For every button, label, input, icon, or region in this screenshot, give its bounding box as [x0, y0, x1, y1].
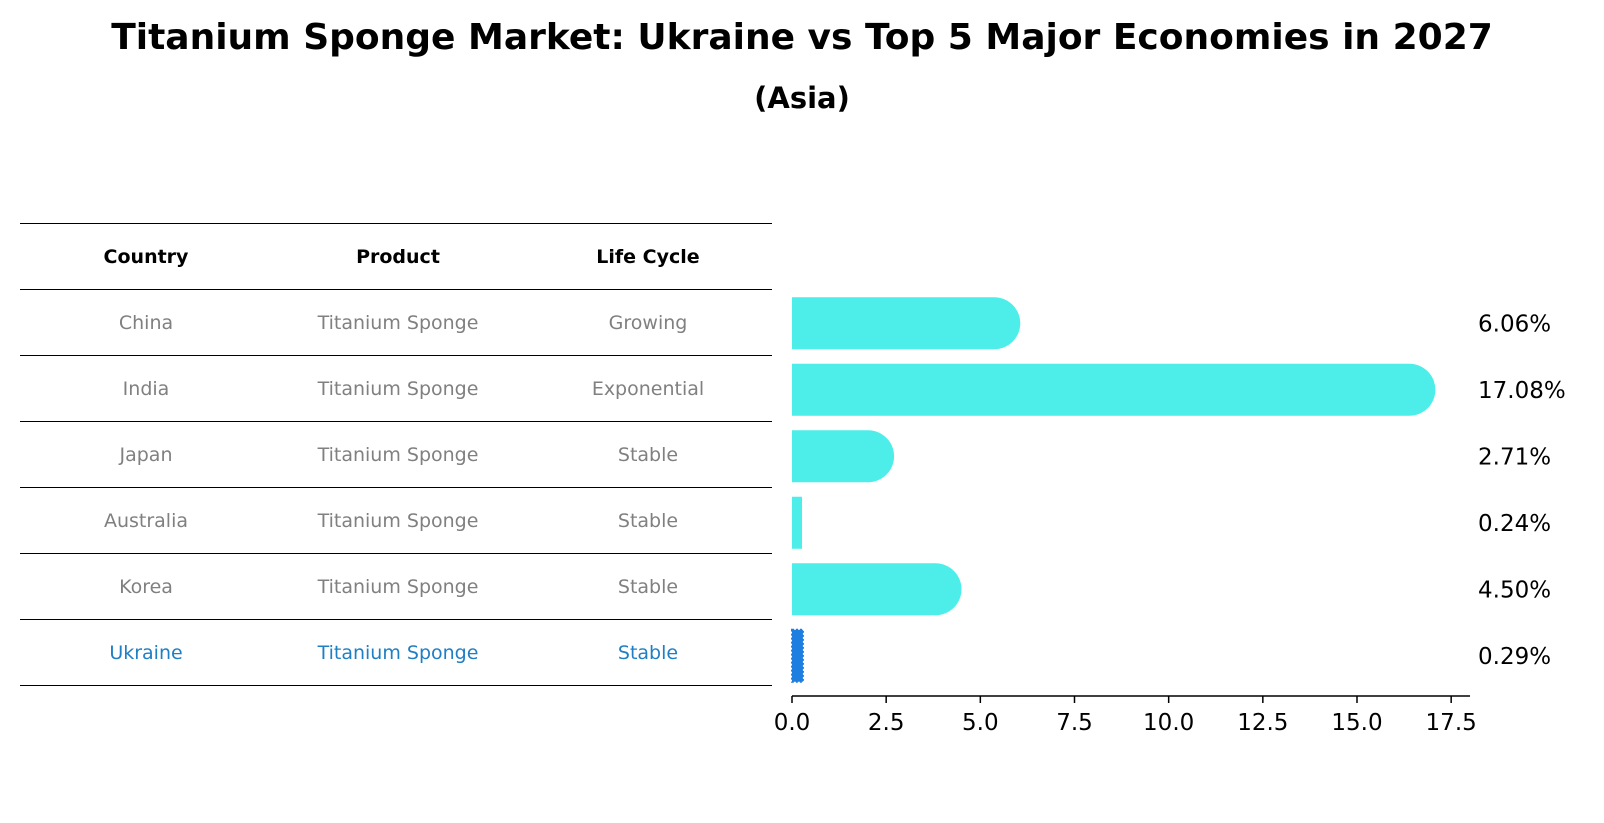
x-tick-label: 2.5 [868, 710, 905, 736]
product-cell: Titanium Sponge [317, 509, 479, 532]
market-table: Country Product Life Cycle China Titaniu… [20, 223, 772, 686]
product-cell: Titanium Sponge [317, 575, 479, 598]
table-row: Japan Titanium Sponge Stable [20, 421, 772, 487]
country-cell: India [122, 377, 170, 400]
table-row: India Titanium Sponge Exponential [20, 355, 772, 421]
chart-subtitle: (Asia) [754, 81, 850, 115]
country-cell: Ukraine [109, 641, 183, 664]
life-cycle-cell: Stable [617, 641, 679, 664]
x-tick-label: 7.5 [1056, 710, 1093, 736]
value-label-china: 6.06% [1478, 311, 1551, 337]
table-row-highlighted: Ukraine Titanium Sponge Stable [20, 619, 772, 686]
life-cycle-cell: Stable [617, 509, 679, 532]
x-tick-label: 5.0 [962, 710, 999, 736]
value-label-japan: 2.71% [1478, 444, 1551, 470]
life-cycle-cell: Stable [617, 575, 679, 598]
life-cycle-cell: Growing [608, 311, 688, 334]
life-cycle-cell: Exponential [591, 377, 705, 400]
table-header-row: Country Product Life Cycle [20, 223, 772, 289]
value-label-ukraine: 0.29% [1478, 644, 1551, 670]
bar-ukraine [791, 628, 804, 683]
product-cell: Titanium Sponge [317, 443, 479, 466]
value-label-korea: 4.50% [1478, 577, 1551, 603]
header-country: Country [103, 245, 189, 268]
country-cell: Australia [103, 509, 189, 532]
bar-india [792, 363, 1436, 416]
x-tick-label: 0.0 [774, 710, 811, 736]
product-cell: Titanium Sponge [317, 641, 479, 664]
value-label-australia: 0.24% [1478, 511, 1551, 537]
country-cell: Korea [119, 575, 173, 598]
x-tick-label: 17.5 [1426, 710, 1477, 736]
value-label-india: 17.08% [1478, 378, 1566, 404]
bar-australia [792, 496, 802, 549]
x-tick-label: 15.0 [1331, 710, 1382, 736]
life-cycle-cell: Stable [617, 443, 679, 466]
bar-japan [792, 430, 895, 483]
bar-korea [792, 563, 962, 616]
country-cell: China [118, 311, 174, 334]
country-cell: Japan [119, 443, 173, 466]
header-product: Product [356, 245, 440, 268]
product-cell: Titanium Sponge [317, 311, 479, 334]
table-row: Australia Titanium Sponge Stable [20, 487, 772, 553]
chart-title: Titanium Sponge Market: Ukraine vs Top 5… [111, 17, 1493, 58]
product-cell: Titanium Sponge [317, 377, 479, 400]
bar-china [792, 297, 1021, 350]
x-tick-label: 12.5 [1237, 710, 1288, 736]
x-tick-label: 10.0 [1143, 710, 1194, 736]
table-row: Korea Titanium Sponge Stable [20, 553, 772, 619]
table-row: China Titanium Sponge Growing [20, 289, 772, 355]
header-life-cycle: Life Cycle [596, 245, 700, 268]
